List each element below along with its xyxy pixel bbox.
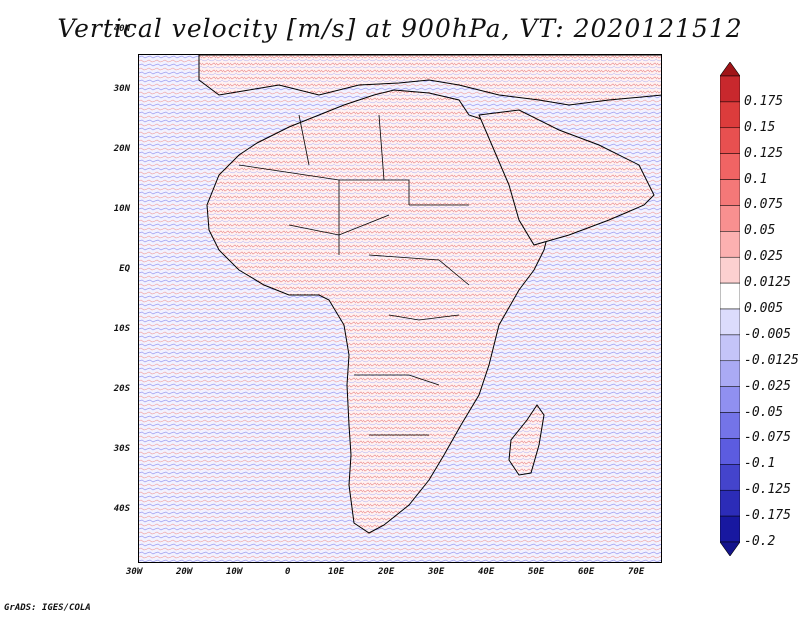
lon-label-70E: 70E [628,567,645,577]
lat-label-30S: 30S [113,444,130,454]
lat-label-10N: 10N [113,204,130,214]
lat-label-30N: 30N [113,84,130,94]
colorbar-swatch [720,101,740,129]
lon-label-20W: 20W [176,567,193,577]
lat-label-10S: 10S [113,324,130,334]
colorbar-swatch [720,308,740,336]
lon-label-20E: 20E [378,567,395,577]
colorbar-label: 0.075 [744,197,784,213]
lat-label-20N: 20N [113,144,130,154]
colorbar-label: -0.025 [744,378,791,394]
colorbar-swatch [720,256,740,284]
colorbar-swatch [720,515,740,543]
colorbar-swatch [720,412,740,439]
colorbar-label: -0.0125 [744,352,799,368]
colorbar [720,62,740,556]
lon-label-0: 0 [285,567,291,577]
lon-label-40E: 40E [478,567,495,577]
colorbar-swatch [720,127,740,154]
lon-label-50E: 50E [528,567,545,577]
lat-label-EQ: EQ [119,264,130,274]
lon-label-10E: 10E [328,567,345,577]
lon-label-60E: 60E [578,567,595,577]
colorbar-swatches [720,62,740,556]
colorbar-swatch [720,464,740,491]
lon-label-30E: 30E [428,567,445,577]
lat-label-40S: 40S [113,504,130,514]
colorbar-swatch [720,205,740,232]
colorbar-label: 0.05 [744,223,776,239]
footer-credit: GrADS: IGES/COLA [4,603,91,613]
lon-label-10W: 10W [226,567,243,577]
lat-label-20S: 20S [113,384,130,394]
madagascar [508,404,545,476]
colorbar-swatch [720,153,740,180]
europe-landmass [198,55,661,106]
colorbar-label: 0.125 [744,145,784,161]
colorbar-label: -0.125 [744,482,791,498]
map-title: Vertical velocity [m/s] at 900hPa, VT: 2… [57,14,743,43]
colorbar-swatch [720,489,740,517]
colorbar-label: 0.175 [744,93,784,109]
colorbar-label: 0.0125 [744,275,791,291]
colorbar-label: -0.2 [744,534,776,549]
colorbar-swatch [720,75,740,103]
colorbar-swatch [720,438,740,465]
country-borders [238,114,470,436]
colorbar-label: 0.15 [744,119,776,135]
colorbar-label: -0.1 [744,456,776,472]
colorbar-top-arrow [720,62,740,77]
vertical-velocity-map [139,55,661,562]
colorbar-swatch [720,360,740,387]
map-plot-area [138,54,662,563]
lon-label-30W: 30W [126,567,143,577]
colorbar-label: 0.025 [744,249,784,265]
colorbar-bottom-arrow [720,541,740,556]
colorbar-label: -0.075 [744,430,791,446]
colorbar-label: -0.175 [744,508,791,524]
colorbar-swatch [720,386,740,413]
colorbar-swatch [720,334,740,362]
colorbar-swatch [720,179,740,206]
colorbar-label: -0.005 [744,326,791,342]
arabian-peninsula [478,109,655,246]
colorbar-label: 0.005 [744,301,784,316]
lat-label-40N: 40N [113,24,130,34]
colorbar-swatch [720,231,740,258]
colorbar-swatch [720,282,740,310]
africa-landmass [206,89,550,534]
colorbar-label: 0.1 [744,171,768,187]
colorbar-label: -0.05 [744,404,784,420]
